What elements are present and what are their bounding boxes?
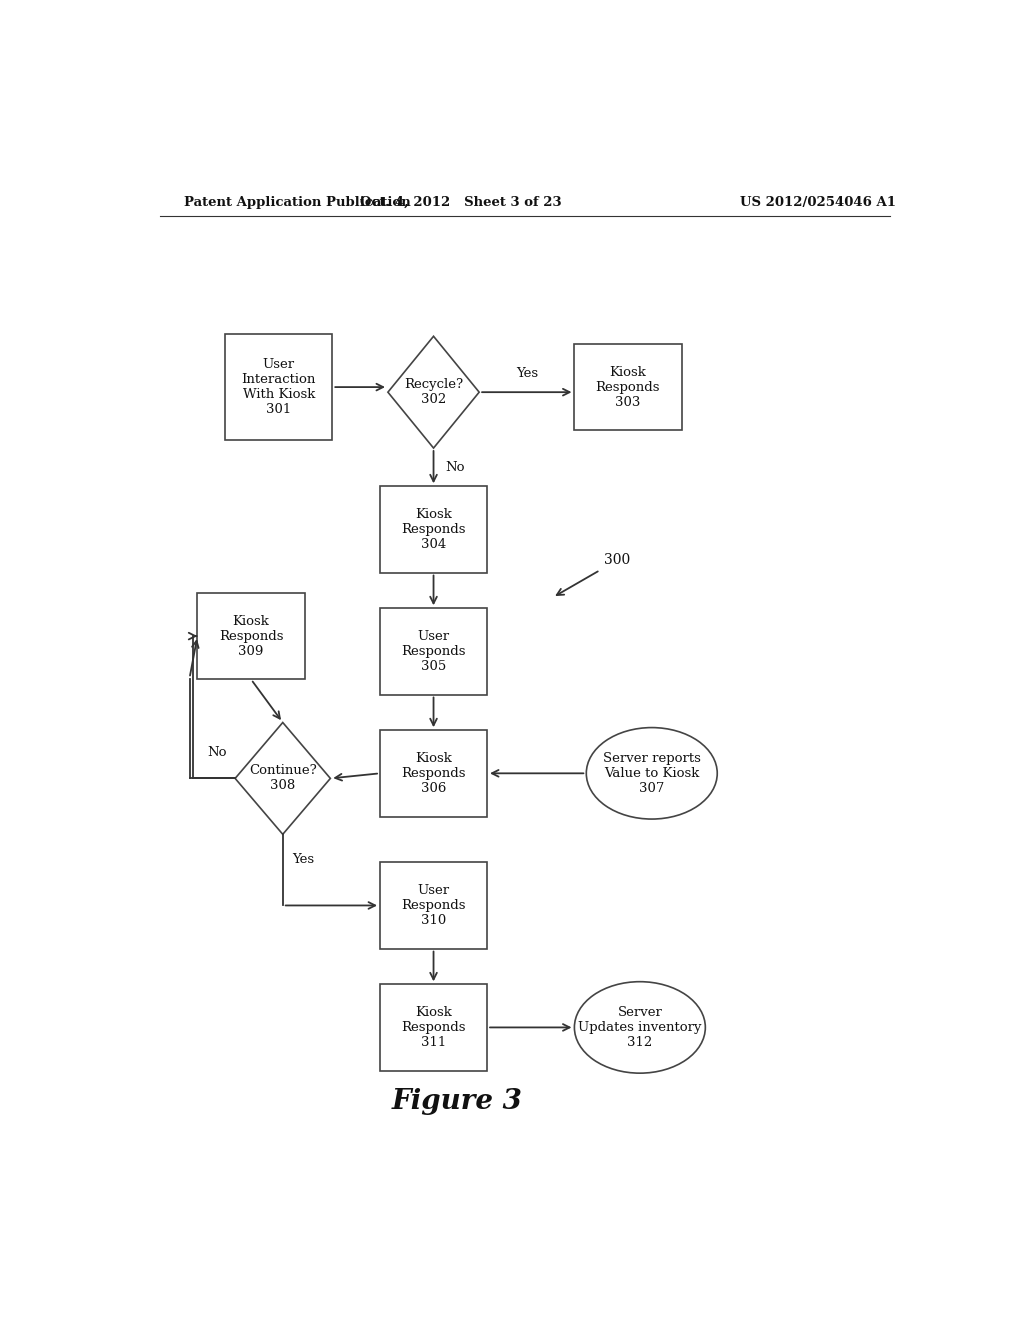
Ellipse shape (587, 727, 717, 818)
Text: No: No (445, 461, 465, 474)
Text: Kiosk
Responds
311: Kiosk Responds 311 (401, 1006, 466, 1049)
Text: User
Responds
305: User Responds 305 (401, 630, 466, 673)
Text: User
Responds
310: User Responds 310 (401, 884, 466, 927)
FancyBboxPatch shape (380, 985, 487, 1071)
Text: Kiosk
Responds
304: Kiosk Responds 304 (401, 508, 466, 550)
Text: Oct. 4, 2012   Sheet 3 of 23: Oct. 4, 2012 Sheet 3 of 23 (360, 195, 562, 209)
Text: Yes: Yes (292, 853, 314, 866)
Text: Kiosk
Responds
306: Kiosk Responds 306 (401, 752, 466, 795)
FancyBboxPatch shape (225, 334, 333, 441)
FancyBboxPatch shape (198, 593, 304, 680)
FancyBboxPatch shape (574, 345, 682, 430)
Text: Patent Application Publication: Patent Application Publication (183, 195, 411, 209)
Text: Yes: Yes (516, 367, 538, 380)
Text: Figure 3: Figure 3 (392, 1088, 523, 1115)
FancyBboxPatch shape (380, 730, 487, 817)
Text: Kiosk
Responds
303: Kiosk Responds 303 (596, 366, 660, 409)
Text: No: No (208, 747, 227, 759)
Text: Server
Updates inventory
312: Server Updates inventory 312 (579, 1006, 701, 1049)
Text: Kiosk
Responds
309: Kiosk Responds 309 (219, 615, 284, 657)
Text: Server reports
Value to Kiosk
307: Server reports Value to Kiosk 307 (603, 752, 700, 795)
Text: Continue?
308: Continue? 308 (249, 764, 316, 792)
FancyBboxPatch shape (380, 486, 487, 573)
Ellipse shape (574, 982, 706, 1073)
Text: User
Interaction
With Kiosk
301: User Interaction With Kiosk 301 (242, 358, 316, 416)
Polygon shape (236, 722, 331, 834)
FancyBboxPatch shape (380, 609, 487, 694)
Text: Recycle?
302: Recycle? 302 (404, 378, 463, 407)
Polygon shape (388, 337, 479, 447)
Text: US 2012/0254046 A1: US 2012/0254046 A1 (740, 195, 896, 209)
FancyBboxPatch shape (380, 862, 487, 949)
Text: 300: 300 (604, 553, 631, 568)
